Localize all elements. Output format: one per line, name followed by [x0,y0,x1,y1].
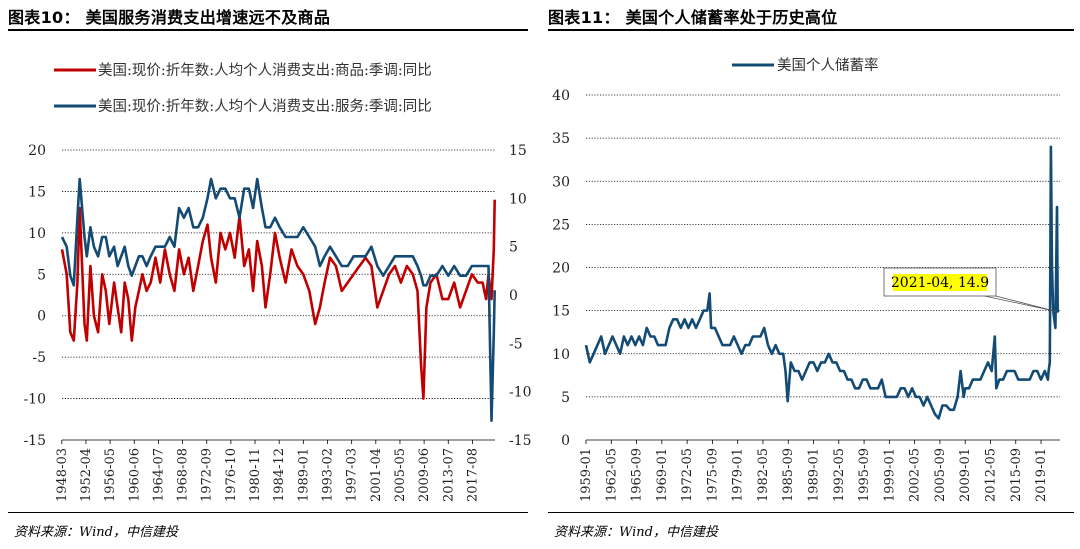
y-tick-label: 25 [552,217,570,233]
x-tick-label: 1969-01 [655,448,670,502]
x-tick-label: 1989-01 [296,448,311,502]
series-line-savings-rate [584,145,1060,420]
x-tick-label: 2009-06 [417,448,432,502]
y-tick-label: 20 [552,261,570,277]
footer-rule-right [548,512,1074,513]
y-left-tick-label: -10 [23,392,46,408]
x-tick-label: 1999-01 [882,448,897,502]
y-tick-label: 35 [552,131,570,147]
x-tick-label: 2012-05 [983,448,998,502]
title-rule-right [548,29,1074,31]
x-tick-label: 2017-08 [465,448,480,502]
x-tick-label: 1984-12 [272,448,287,502]
y-right-tick-label: 10 [509,191,527,207]
x-tick-label: 2009-01 [958,448,973,502]
x-tick-label: 1956-05 [103,448,118,502]
x-tick-label: 1960-06 [127,448,142,502]
y-left-tick-label: -15 [23,433,46,449]
legend-label: 美国个人储蓄率 [777,57,879,74]
y-right-tick-label: 15 [509,143,527,159]
y-left-tick-label: -5 [32,350,46,366]
y-left-tick-label: 5 [37,267,46,283]
x-tick-label: 1968-08 [176,448,191,502]
x-tick-label: 2013-07 [441,448,456,502]
x-tick-label: 1952-04 [79,448,94,502]
y-right-tick-label: -15 [509,433,532,449]
source-note-left: 资料来源：Wind，中信建投 [14,525,178,540]
annotation-label: 2021-04, 14.9 [891,275,989,291]
y-left-tick-label: 10 [28,226,46,242]
legend-label: 美国:现价:折年数:人均个人消费支出:服务:季调:同比 [98,98,432,115]
legend-label: 美国:现价:折年数:人均个人消费支出:商品:季调:同比 [98,62,432,79]
x-tick-label: 1982-05 [756,448,771,502]
y-tick-label: 30 [552,174,570,190]
x-tick-label: 1972-05 [680,448,695,502]
x-tick-label: 1993-02 [320,448,335,502]
x-tick-label: 1975-09 [705,448,720,502]
x-tick-label: 1989-01 [807,448,822,502]
y-right-tick-label: -5 [509,336,523,352]
x-tick-label: 2005-05 [393,448,408,502]
x-tick-label: 1959-01 [579,448,594,502]
y-tick-label: 0 [561,433,570,449]
x-tick-label: 2001-04 [369,448,384,502]
annotation-highlight [893,274,987,291]
x-tick-label: 2005-09 [933,448,948,502]
series-line-services [60,177,496,423]
x-tick-label: 2015-09 [1009,448,1024,502]
y-right-tick-label: -10 [509,385,532,401]
y-tick-label: 10 [552,347,570,363]
x-tick-label: 1964-07 [151,448,166,502]
x-tick-label: 1962-05 [604,448,619,502]
left-panel: 图表10： 美国服务消费支出增速远不及商品 20 15 10 5 0 -5 -10 -15 15… [8,8,532,540]
figure-title-right: 图表11： 美国个人储蓄率处于历史高位 [548,8,838,27]
footer-rule-left [8,512,528,513]
x-tick-label: 1976-10 [224,448,239,502]
x-tick-label: 1992-05 [832,448,847,502]
chart-right-svg: 40 35 30 25 20 15 10 5 0 1959-01 1962-05 1965-09 196… [552,57,1060,502]
y-left-tick-label: 15 [28,184,46,200]
x-tick-label: 2019-01 [1034,448,1049,502]
title-rule-left [8,29,528,31]
chart-left-svg: 20 15 10 5 0 -5 -10 -15 15 10 5 0 -5 -10 -15 1948-03 195… [23,62,532,502]
x-tick-label: 1997-03 [345,448,360,502]
right-panel: 图表11： 美国个人储蓄率处于历史高位 40 35 30 25 20 15 10 5 0 1959… [540,0,1080,549]
x-tick-label: 1980-11 [248,448,263,502]
x-tick-label: 1979-01 [731,448,746,502]
x-tick-label: 1972-09 [200,448,215,502]
y-tick-label: 15 [552,304,570,320]
x-tick-label: 2002-05 [908,448,923,502]
x-tick-label: 1948-03 [55,448,70,502]
source-note-right: 资料来源：Wind，中信建投 [554,525,718,540]
y-left-tick-label: 0 [37,309,46,325]
y-right-tick-label: 0 [509,288,518,304]
y-tick-label: 40 [552,88,570,104]
y-tick-label: 5 [561,390,570,406]
x-tick-label: 1995-09 [857,448,872,502]
y-left-tick-label: 20 [28,143,46,159]
y-right-tick-label: 5 [509,240,518,256]
x-tick-label: 1965-09 [630,448,645,502]
x-tick-label: 1985-09 [781,448,796,502]
series-line-goods [60,199,496,400]
figure-title-left: 图表10： 美国服务消费支出增速远不及商品 [8,8,331,27]
